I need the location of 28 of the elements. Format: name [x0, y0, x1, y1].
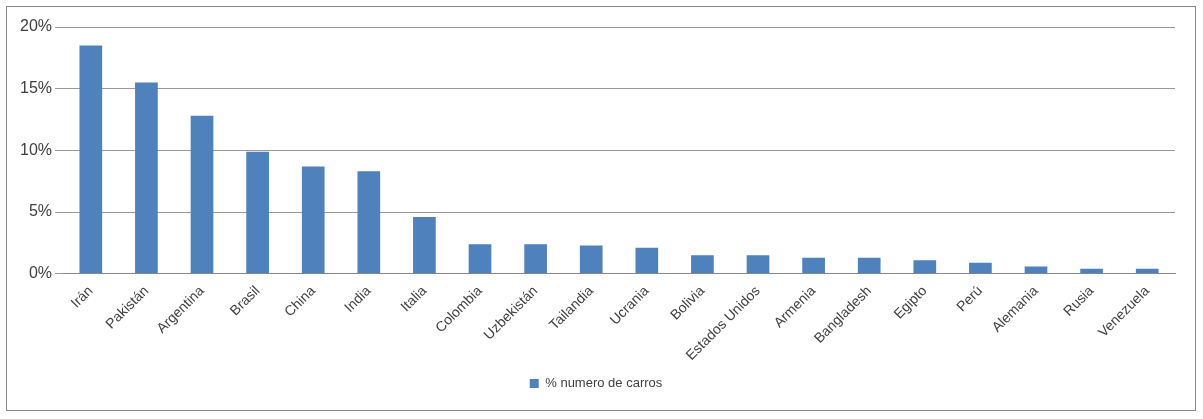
bar	[857, 257, 881, 274]
bar	[246, 151, 269, 274]
y-tick-label: 20%	[19, 17, 53, 35]
bar	[746, 255, 770, 274]
bar	[1135, 268, 1159, 274]
bar	[79, 45, 103, 274]
x-tick-label: Italia	[397, 282, 430, 315]
y-tick-label: 10%	[19, 140, 53, 158]
bar	[913, 260, 937, 274]
bar	[190, 115, 214, 274]
bar	[635, 247, 659, 274]
bar	[357, 171, 381, 274]
bar	[579, 245, 603, 274]
legend-label: % numero de carros	[545, 375, 663, 391]
bar	[969, 262, 992, 274]
y-tick-label: 15%	[19, 79, 53, 97]
bar	[1080, 268, 1103, 274]
bar	[301, 166, 325, 274]
bar	[1024, 266, 1048, 274]
bar	[802, 257, 825, 274]
y-tick-label: 0%	[28, 264, 53, 282]
bar	[691, 255, 714, 274]
bar	[468, 244, 492, 274]
bar	[135, 82, 158, 274]
bar	[524, 244, 547, 274]
y-tick-label: 5%	[28, 202, 53, 220]
bar	[413, 217, 436, 274]
x-tick-label: Irán	[67, 282, 96, 311]
